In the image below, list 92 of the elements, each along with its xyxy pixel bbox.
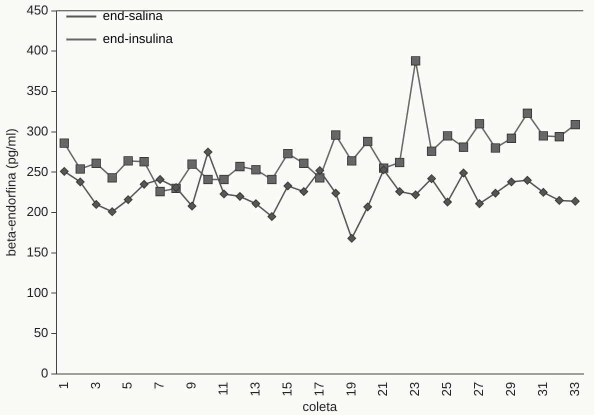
point [522, 108, 532, 118]
point [140, 180, 149, 189]
point [458, 142, 468, 152]
point [570, 120, 580, 130]
point [283, 148, 292, 158]
x-tick-label: 13 [247, 382, 262, 396]
point [188, 202, 196, 210]
x-tick-label: 7 [152, 382, 167, 390]
point [442, 131, 452, 141]
x-tick-label: 27 [471, 382, 486, 396]
point [124, 195, 133, 204]
y-tick-label: 350 [26, 83, 48, 98]
x-axis-title: coleta [302, 398, 338, 414]
point [283, 182, 292, 190]
x-tick-label: 33 [566, 382, 582, 396]
point [474, 119, 484, 128]
x-tick-label: 19 [343, 382, 358, 396]
y-tick-label: 250 [26, 164, 48, 179]
point [124, 156, 133, 166]
point [331, 188, 340, 198]
point [570, 196, 580, 206]
point [427, 174, 436, 184]
point [410, 56, 420, 66]
point [60, 138, 69, 148]
point [60, 166, 69, 176]
point [156, 175, 164, 184]
x-tick-label: 17 [311, 382, 326, 396]
point [554, 196, 564, 205]
point [92, 200, 101, 209]
point [411, 190, 420, 200]
x-tick-label: 9 [184, 382, 199, 390]
point [139, 157, 149, 166]
point [538, 188, 548, 197]
x-tick-label: 5 [120, 382, 135, 390]
point [299, 187, 308, 196]
legend-label: end-insulina [102, 31, 174, 46]
point [426, 146, 436, 156]
point [315, 166, 324, 175]
point [395, 187, 404, 196]
point [507, 177, 516, 186]
point [475, 199, 484, 208]
point [331, 130, 340, 140]
point [204, 148, 212, 156]
y-tick-label: 50 [34, 325, 48, 340]
y-tick-label: 150 [26, 244, 48, 260]
point [363, 202, 372, 212]
point [394, 158, 404, 168]
point [538, 131, 548, 141]
point [554, 132, 564, 142]
point [299, 158, 308, 168]
x-tick-label: 23 [407, 382, 422, 396]
point [76, 164, 85, 174]
y-tick-label: 450 [26, 2, 48, 18]
x-tick-label: 1 [56, 382, 71, 390]
point [108, 207, 117, 216]
x-tick-label: 11 [216, 382, 231, 396]
point [506, 134, 516, 143]
x-tick-label: 15 [279, 382, 294, 396]
point [491, 188, 500, 198]
x-tick-label: 31 [534, 382, 550, 396]
x-tick-label: 29 [502, 382, 518, 396]
point [76, 177, 85, 186]
x-tick-label: 25 [439, 382, 454, 396]
point [155, 186, 165, 196]
point [363, 136, 372, 146]
point [235, 162, 245, 172]
point [220, 190, 228, 198]
point [459, 168, 468, 178]
point [251, 165, 261, 174]
x-tick-label: 21 [375, 382, 390, 396]
point [347, 234, 356, 243]
x-tick-label: 3 [88, 382, 103, 390]
y-tick-label: 300 [26, 123, 48, 138]
point [92, 158, 101, 168]
point [522, 176, 532, 185]
y-tick-label: 0 [41, 366, 48, 381]
point [108, 173, 117, 182]
point [203, 174, 213, 184]
y-axis-title: beta-endorfina (pg/ml) [3, 128, 18, 256]
point [236, 192, 244, 201]
point [490, 143, 500, 153]
y-tick-label: 200 [26, 204, 48, 220]
point [219, 174, 229, 184]
point [252, 199, 260, 208]
point [187, 159, 197, 169]
point [267, 212, 276, 221]
point [267, 174, 277, 184]
legend-label: end-salina [102, 8, 164, 24]
point [347, 156, 356, 166]
y-tick-label: 400 [26, 42, 48, 58]
y-tick-label: 100 [26, 284, 48, 300]
point [443, 198, 452, 206]
